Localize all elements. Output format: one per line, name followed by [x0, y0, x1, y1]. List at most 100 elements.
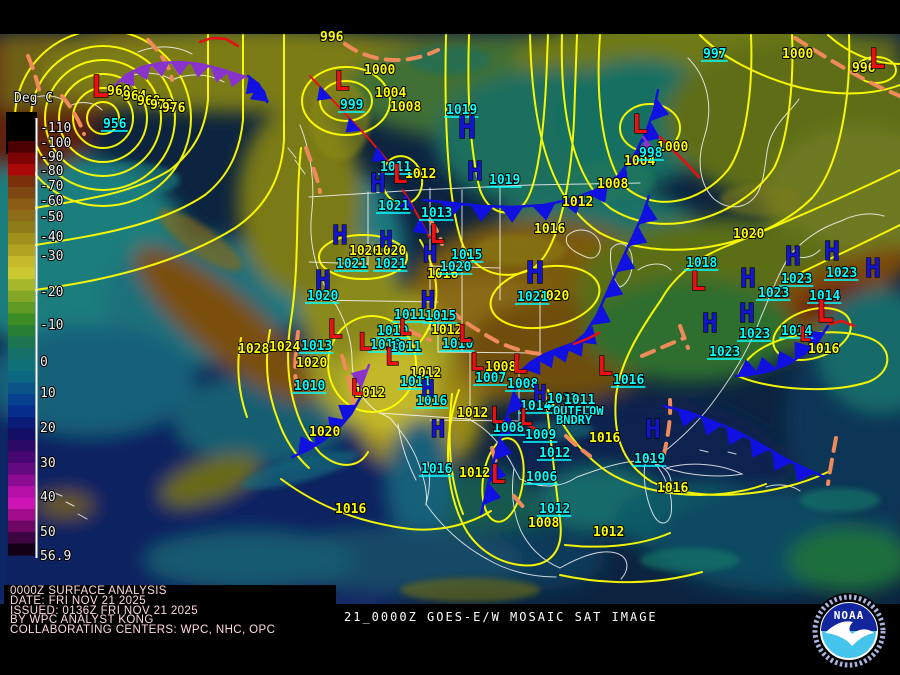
- high-pressure-symbol: H: [332, 221, 348, 251]
- high-pressure-symbol: H: [824, 237, 840, 267]
- high-pressure-symbol: H: [533, 382, 546, 407]
- pressure-center-value: 1023: [739, 327, 770, 342]
- high-pressure-symbol: H: [865, 254, 881, 284]
- low-pressure-symbol: L: [519, 406, 532, 431]
- scale-tick-label: -70: [40, 179, 63, 194]
- scale-color-step: [8, 336, 35, 349]
- isobar-value-label: 1020: [296, 356, 327, 371]
- scale-color-step: [8, 175, 35, 188]
- high-pressure-symbol: H: [645, 415, 661, 445]
- pressure-labels-layer: 9961000100410081012960964968972976100099…: [90, 29, 886, 541]
- scale-tick-label: -90: [40, 150, 63, 165]
- isobar-value-label: 972: [150, 98, 173, 113]
- isobar-value-label: 1008: [485, 360, 516, 375]
- footer-line-product: 0000Z SURFACE ANALYSIS: [10, 585, 167, 597]
- pressure-center-value: 1006: [526, 470, 557, 485]
- low-pressure-symbol: L: [597, 352, 613, 382]
- scale-color-step: [8, 267, 35, 280]
- scale-color-step: [8, 198, 35, 211]
- noaa-logo: NOAA: [811, 593, 887, 669]
- pressure-center-value: 1016: [416, 394, 447, 409]
- scale-color-step: [8, 118, 35, 131]
- isobar-value-label: 1004: [375, 86, 406, 101]
- warm-fronts: [198, 38, 856, 438]
- scale-tick-label: 20: [40, 421, 56, 436]
- cold-fronts: [245, 74, 830, 516]
- footer-line-issued: ISSUED: 0136Z FRI NOV 21 2025: [10, 604, 199, 617]
- outflow-boundary-label: BNDRY: [556, 413, 593, 427]
- isobar-value-label: 1020: [375, 244, 406, 259]
- scale-color-step: [8, 233, 35, 246]
- scale-tick-label: -50: [40, 210, 63, 225]
- scale-tick-label: -100: [40, 136, 71, 151]
- pressure-center-value: 1009: [525, 428, 556, 443]
- pressure-center-value: 1010: [377, 324, 408, 339]
- scale-color-step: [8, 313, 35, 326]
- pressure-center-value: 997: [703, 47, 726, 62]
- pressure-center-value: 1015: [425, 309, 456, 324]
- isobar-value-label: 1012: [562, 195, 593, 210]
- scale-color-step: [8, 509, 35, 522]
- pressure-center-value: 999: [340, 98, 363, 113]
- isobar-value-label: 1016: [335, 502, 366, 517]
- low-pressure-symbol: L: [334, 67, 350, 97]
- isobar-value-label: 1008: [390, 100, 421, 115]
- pressure-center-value: 1021: [375, 257, 406, 272]
- scale-color-step: [8, 164, 35, 177]
- scale-tick-label: -30: [40, 249, 63, 264]
- pressure-center-value: 1019: [489, 173, 520, 188]
- pressure-center-value: 1015: [451, 248, 482, 263]
- pressure-center-value: 1023: [709, 345, 740, 360]
- high-pressure-symbol: H: [379, 228, 392, 253]
- scale-color-step: [8, 497, 35, 510]
- pressure-center-value: 1016: [421, 462, 452, 477]
- pressure-center-value: 1011: [390, 340, 421, 355]
- scale-tick-label: -20: [40, 285, 63, 300]
- scale-tick-label: 50: [40, 525, 56, 540]
- scale-tick-label: 30: [40, 456, 56, 471]
- footer-line-analyst: BY WPC ANALYST KONG: [10, 614, 154, 627]
- pressure-center-value: 1023: [826, 266, 857, 281]
- pressure-center-value: 1007: [475, 371, 506, 386]
- scale-tick-label: 0: [40, 355, 48, 370]
- scale-title: Deg C: [14, 91, 53, 106]
- isobar-value-label: 1012: [431, 323, 462, 338]
- scale-tick-label: -110: [40, 121, 71, 136]
- scale-color-step: [8, 129, 35, 142]
- low-pressure-symbol: L: [512, 350, 528, 380]
- pressure-center-value: 1012: [539, 446, 570, 461]
- pressure-center-value: 1012: [547, 392, 578, 407]
- isobar-value-label: 1016: [589, 431, 620, 446]
- scale-color-step: [8, 210, 35, 223]
- scale-color-step: [8, 463, 35, 476]
- pressure-center-value: 1014: [520, 399, 551, 414]
- scale-tick-label: 10: [40, 386, 56, 401]
- pressure-center-value: 1020: [440, 260, 471, 275]
- isobar-value-label: 1000: [782, 47, 813, 62]
- isobar-value-label: 1016: [657, 481, 688, 496]
- noaa-logo-text-ring: [812, 594, 886, 668]
- isobar-value-label: 1020: [309, 425, 340, 440]
- isobar-value-label: 1004: [624, 154, 655, 169]
- low-pressure-symbol: L: [869, 42, 886, 75]
- pressure-center-value: 1010: [370, 338, 401, 353]
- isobar-value-label: 968: [137, 94, 161, 109]
- pressure-center-value: 1011: [394, 308, 425, 323]
- scale-color-step: [8, 290, 35, 303]
- pressure-center-value: 1011: [400, 375, 431, 390]
- low-pressure-symbol: L: [799, 322, 811, 346]
- pressure-center-value: 1010: [294, 379, 325, 394]
- low-pressure-symbol: L: [490, 404, 503, 429]
- isobar-value-label: 1000: [657, 140, 688, 155]
- isobar-value-label: 960: [107, 84, 131, 99]
- high-pressure-symbol: H: [740, 264, 756, 294]
- isobar-value-label: 1000: [364, 63, 395, 78]
- scale-color-step: [8, 348, 35, 361]
- scale-color-step: [8, 417, 35, 430]
- pressure-center-value: 998: [639, 146, 663, 161]
- occluded-fronts: [112, 60, 661, 394]
- low-pressure-symbol: L: [458, 320, 472, 348]
- scale-color-step: [8, 440, 35, 453]
- stationary-fronts: [309, 75, 431, 239]
